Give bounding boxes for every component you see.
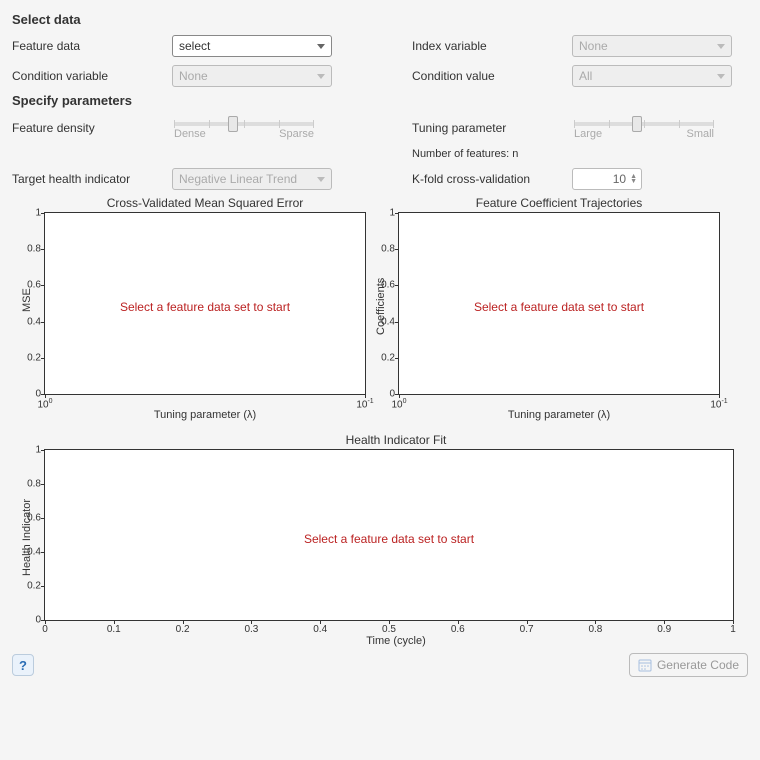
fit-placeholder: Select a feature data set to start <box>45 532 733 546</box>
kfold-value: 10 <box>613 172 626 186</box>
xtick: 10-1 <box>356 398 373 410</box>
index-variable-value: None <box>579 39 608 53</box>
target-health-value: Negative Linear Trend <box>179 172 297 186</box>
condition-value-label: Condition value <box>412 69 572 83</box>
xtick: 0.8 <box>588 624 602 635</box>
generate-code-button: Generate Code <box>629 653 748 677</box>
xtick: 10-1 <box>710 398 727 410</box>
kfold-label: K-fold cross-validation <box>412 172 572 186</box>
condition-variable-value: None <box>179 69 208 83</box>
feature-data-select[interactable]: select <box>172 35 332 57</box>
xtick: 100 <box>391 398 406 410</box>
spinner-arrows-icon: ▲▼ <box>630 174 637 184</box>
ytick: 0.2 <box>381 352 395 363</box>
target-health-label: Target health indicator <box>12 172 172 186</box>
condition-value-value: All <box>579 69 592 83</box>
ytick: 0.8 <box>381 244 395 255</box>
condition-variable-label: Condition variable <box>12 69 172 83</box>
coef-placeholder: Select a feature data set to start <box>399 300 719 314</box>
fit-title: Health Indicator Fit <box>44 433 748 447</box>
xtick: 0 <box>42 624 48 635</box>
ylabel: MSE <box>21 288 33 312</box>
specify-params-grid: Feature density Dense Sparse Tuning param… <box>12 116 748 190</box>
xtick: 1 <box>730 624 736 635</box>
kfold-spinner[interactable]: 10 ▲▼ <box>572 168 642 190</box>
num-features-label: Number of features: n <box>412 148 572 160</box>
index-variable-select: None <box>572 35 732 57</box>
xtick: 0.5 <box>382 624 396 635</box>
feature-density-slider[interactable]: Dense Sparse <box>172 116 332 140</box>
ylabel: Health Indicator <box>21 499 33 576</box>
mse-placeholder: Select a feature data set to start <box>45 300 365 314</box>
ytick: 0.8 <box>27 244 41 255</box>
fit-chart: Health Indicator Fit Select a feature da… <box>44 433 748 647</box>
index-variable-label: Index variable <box>412 39 572 53</box>
xtick: 0.9 <box>657 624 671 635</box>
ytick: 0.4 <box>27 316 41 327</box>
density-left: Dense <box>174 128 206 140</box>
help-button[interactable]: ? <box>12 654 34 676</box>
tuning-left: Large <box>574 128 602 140</box>
xtick: 100 <box>37 398 52 410</box>
ytick: 0.2 <box>27 581 41 592</box>
ylabel: Coefficients <box>375 277 387 334</box>
condition-value-select: All <box>572 65 732 87</box>
xtick: 0.4 <box>313 624 327 635</box>
xtick: 0.3 <box>244 624 258 635</box>
fit-xlabel: Time (cycle) <box>44 635 748 647</box>
coef-chart: Feature Coefficient Trajectories Select … <box>398 196 720 421</box>
ytick: 0.8 <box>27 479 41 490</box>
mse-xlabel: Tuning parameter (λ) <box>44 409 366 421</box>
mse-title: Cross-Validated Mean Squared Error <box>44 196 366 210</box>
select-data-grid: Feature data select Index variable None … <box>12 35 748 87</box>
feature-data-value: select <box>179 39 210 53</box>
xtick: 0.7 <box>520 624 534 635</box>
tuning-right: Small <box>686 128 714 140</box>
xtick: 0.6 <box>451 624 465 635</box>
feature-data-label: Feature data <box>12 39 172 53</box>
calendar-icon <box>638 658 652 672</box>
tuning-parameter-slider[interactable]: Large Small <box>572 116 732 140</box>
coef-title: Feature Coefficient Trajectories <box>398 196 720 210</box>
target-health-select: Negative Linear Trend <box>172 168 332 190</box>
xtick: 0.1 <box>107 624 121 635</box>
section-select-data: Select data <box>12 12 748 27</box>
condition-variable-select: None <box>172 65 332 87</box>
tuning-parameter-label: Tuning parameter <box>412 121 572 135</box>
density-right: Sparse <box>279 128 314 140</box>
generate-code-label: Generate Code <box>657 658 739 672</box>
coef-xlabel: Tuning parameter (λ) <box>398 409 720 421</box>
section-specify-params: Specify parameters <box>12 93 748 108</box>
feature-density-label: Feature density <box>12 121 172 135</box>
ytick: 0.2 <box>27 352 41 363</box>
xtick: 0.2 <box>176 624 190 635</box>
mse-chart: Cross-Validated Mean Squared Error Selec… <box>44 196 366 421</box>
